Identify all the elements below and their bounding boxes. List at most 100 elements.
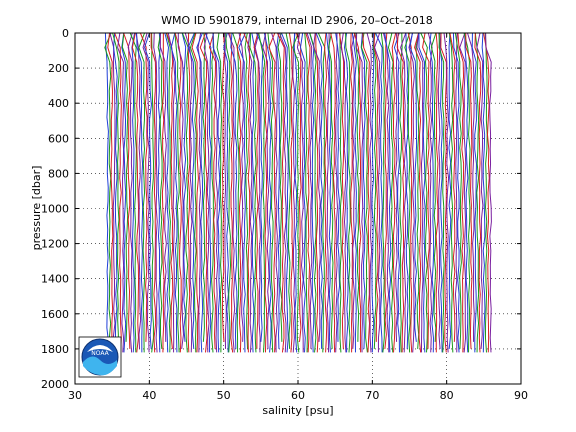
profile-line [161,32,165,353]
profile-line [299,32,306,353]
profile-line [484,32,488,353]
profile-line [351,32,357,353]
profile-line [205,32,212,353]
profile-line [253,32,259,349]
y-tick-label: 1400 [41,273,69,286]
profile-line [325,32,332,353]
profile-line [244,32,249,349]
profile-line [174,32,182,353]
profile-line [285,32,291,349]
profile-line [238,32,244,342]
x-tick-label: 40 [142,389,156,402]
profile-line [191,32,199,353]
profile-line [339,32,343,353]
profile-line [420,32,428,353]
profile-line [387,32,394,353]
profile-line [380,32,385,353]
profile-line [281,32,289,353]
profile-line [405,32,409,349]
profile-line [271,32,279,353]
profile-line [414,32,422,353]
profile-line [153,32,158,353]
y-tick-label: 400 [48,97,69,110]
profile-line [382,32,390,353]
profile-line [400,32,407,353]
profile-line [258,32,266,353]
profile-line [374,32,381,353]
profile-line [236,32,242,353]
noaa-logo: NOAA [78,336,122,378]
profile-line [440,32,447,353]
profile-line [187,32,191,353]
profile-line [264,32,268,353]
profile-line [343,32,349,353]
profile-line [112,32,120,349]
profile-line [232,32,240,353]
profile-line [454,32,462,349]
profile-line [454,32,458,353]
x-tick-label: 70 [365,389,379,402]
profile-line [463,32,471,353]
profile-line [136,32,144,353]
logo-bird [87,345,113,352]
profile-line [243,32,251,353]
profile-line [335,32,338,353]
profile-line [375,32,383,353]
profile-line [254,32,261,353]
profile-line [476,32,484,349]
profile-line [304,32,308,353]
profile-line [459,32,467,353]
profile-line [121,32,127,353]
profile-line [104,32,110,342]
profile-line [309,32,315,353]
profile-line [430,32,437,342]
profile-line [328,32,334,349]
profile-line [159,32,167,342]
profile-line [415,32,420,349]
profile-line [174,32,180,353]
profile-line [189,32,197,353]
profile-line [384,32,388,349]
profile-line [225,32,232,353]
profile-line [315,32,319,353]
profile-line [131,32,140,353]
profile-line [127,32,133,353]
profile-line [293,32,298,353]
profile-line [295,32,302,342]
profile-line [393,32,400,353]
profile-line [306,32,313,349]
profile-line [351,32,356,349]
profile-line [123,32,131,349]
profile-line [263,32,272,353]
profile-line [276,32,281,349]
profile-line [208,32,217,349]
profile-line [366,32,373,353]
profile-line [439,32,443,353]
profile-line [221,32,226,342]
profile-line [296,32,304,353]
x-tick-label: 50 [217,389,231,402]
profile-line [223,32,229,353]
profile-line [448,32,454,353]
profile-line [465,32,473,349]
profile-line [229,32,234,353]
profile-line [422,32,430,349]
profile-line [138,32,146,353]
profile-line [262,32,270,349]
profile-line [326,32,330,353]
profile-line [464,32,469,353]
profile-line [350,32,353,353]
profile-line [315,32,323,349]
profile-line [355,32,360,342]
profile-line [121,32,129,342]
profile-line [313,32,321,342]
profile-line [151,32,154,353]
profile-line [395,32,399,342]
profile-line [184,32,193,353]
profile-line [255,32,264,342]
profile-line [317,32,326,353]
profile-line [230,32,238,349]
profile-line [276,32,285,353]
profile-line [288,32,293,353]
